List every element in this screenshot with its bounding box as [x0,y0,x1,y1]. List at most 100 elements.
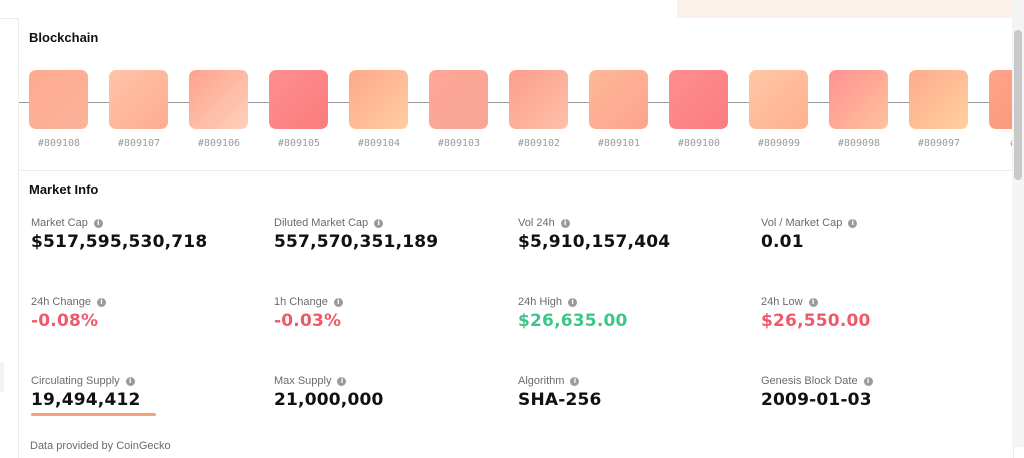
supply-progress-bar [31,413,156,416]
block-item[interactable]: #809098 [819,66,899,156]
block-item[interactable]: #809106 [179,66,259,156]
stat-value: 21,000,000 [274,390,384,410]
stat-value: 0.01 [761,232,804,252]
block-tile[interactable] [829,70,888,129]
info-icon[interactable]: i [570,376,580,386]
market-stat: Algorithm i SHA-256 [518,375,748,425]
block-item[interactable]: #809103 [419,66,499,156]
market-stat: 24h Change i -0.08% [31,296,261,346]
stat-label: 1h Change [274,296,328,308]
stat-label-row: Genesis Block Date i [761,375,991,387]
section-divider [19,170,1013,171]
block-number[interactable]: #809108 [37,138,81,149]
stat-label: Vol / Market Cap [761,217,843,229]
stat-label: Diluted Market Cap [274,217,369,229]
market-stat: 1h Change i -0.03% [274,296,504,346]
stat-label-row: 24h Low i [761,296,991,308]
stat-label: 24h Low [761,296,803,308]
block-number[interactable]: #809097 [917,138,961,149]
top-strip [0,0,1024,19]
left-edge-tab [0,362,4,392]
market-stat: 24h High i $26,635.00 [518,296,748,346]
stat-value: SHA-256 [518,390,602,410]
block-number[interactable]: #809104 [357,138,401,149]
info-icon[interactable]: i [333,297,343,307]
info-icon[interactable]: i [374,218,384,228]
stat-label: Market Cap [31,217,88,229]
scrollbar-thumb[interactable] [1014,30,1022,180]
stat-label: Circulating Supply [31,375,120,387]
stat-value: $5,910,157,404 [518,232,671,252]
block-tile[interactable] [589,70,648,129]
info-icon[interactable]: i [96,297,106,307]
block-tile[interactable] [669,70,728,129]
block-tile[interactable] [189,70,248,129]
stat-label-row: Max Supply i [274,375,504,387]
block-number[interactable]: #809100 [677,138,721,149]
block-number[interactable]: #809106 [197,138,241,149]
block-item[interactable]: #80 [979,66,1013,156]
stat-label: 24h Change [31,296,91,308]
block-number[interactable]: #809098 [837,138,881,149]
info-icon[interactable]: i [337,376,347,386]
data-provider-note: Data provided by CoinGecko [30,440,171,452]
stat-value: 19,494,412 [31,390,141,410]
block-tile[interactable] [989,70,1013,129]
block-item[interactable]: #809101 [579,66,659,156]
stat-value: $26,635.00 [518,311,628,331]
stat-label-row: Vol / Market Cap i [761,217,991,229]
stat-label-row: Circulating Supply i [31,375,261,387]
stat-value: 2009-01-03 [761,390,872,410]
block-tile[interactable] [29,70,88,129]
stat-label-row: Diluted Market Cap i [274,217,504,229]
stat-value: $26,550.00 [761,311,871,331]
stats-panel: Blockchain #809108 #809107 #809106 #809105 #… [18,18,1014,458]
stat-label-row: Vol 24h i [518,217,748,229]
market-info-title: Market Info [29,182,99,197]
info-icon[interactable]: i [808,297,818,307]
block-item[interactable]: #809099 [739,66,819,156]
stat-label-row: 24h High i [518,296,748,308]
block-item[interactable]: #809104 [339,66,419,156]
block-item[interactable]: #809097 [899,66,979,156]
page-scrollbar[interactable] [1012,0,1024,447]
block-number[interactable]: #809101 [597,138,641,149]
stat-label-row: 24h Change i [31,296,261,308]
block-item[interactable]: #809105 [259,66,339,156]
market-stat: Vol 24h i $5,910,157,404 [518,217,748,267]
block-tile[interactable] [109,70,168,129]
block-number[interactable]: #809099 [757,138,801,149]
stat-value: $517,595,530,718 [31,232,208,252]
block-number[interactable]: #809103 [437,138,481,149]
market-stat: Vol / Market Cap i 0.01 [761,217,991,267]
block-tile[interactable] [429,70,488,129]
stat-label-row: Algorithm i [518,375,748,387]
market-stat: Diluted Market Cap i 557,570,351,189 [274,217,504,267]
block-number[interactable]: #809105 [277,138,321,149]
block-item[interactable]: #809102 [499,66,579,156]
block-item[interactable]: #809100 [659,66,739,156]
block-number[interactable]: #809102 [517,138,561,149]
blockchain-title: Blockchain [29,30,99,45]
info-icon[interactable]: i [863,376,873,386]
block-item[interactable]: #809107 [99,66,179,156]
info-icon[interactable]: i [93,218,103,228]
market-stat: Max Supply i 21,000,000 [274,375,504,425]
block-item[interactable]: #809108 [19,66,99,156]
market-stat: Market Cap i $517,595,530,718 [31,217,261,267]
info-icon[interactable]: i [560,218,570,228]
stat-label: Max Supply [274,375,332,387]
info-icon[interactable]: i [848,218,858,228]
blockchain-strip[interactable]: #809108 #809107 #809106 #809105 #809104 #8091… [19,66,1013,176]
info-icon[interactable]: i [568,297,578,307]
block-number[interactable]: #80 [979,138,1013,149]
stat-value: 557,570,351,189 [274,232,439,252]
block-tile[interactable] [749,70,808,129]
block-tile[interactable] [509,70,568,129]
info-icon[interactable]: i [125,376,135,386]
block-tile[interactable] [269,70,328,129]
stat-value: -0.03% [274,311,342,331]
block-tile[interactable] [909,70,968,129]
block-tile[interactable] [349,70,408,129]
block-number[interactable]: #809107 [117,138,161,149]
